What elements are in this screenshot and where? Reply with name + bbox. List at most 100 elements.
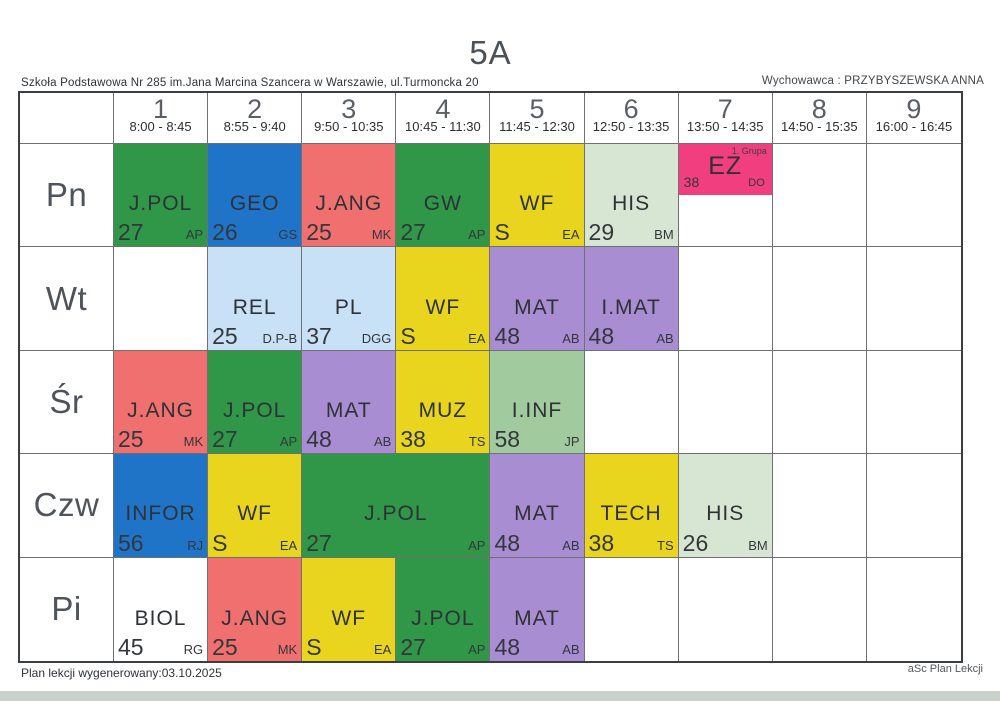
period-time: 14:50 - 15:35: [781, 119, 858, 135]
lesson-teacher: DO: [748, 177, 765, 189]
lesson-subject: HIS: [612, 192, 651, 216]
empty-cell: [678, 247, 773, 351]
lesson-meta: 27 AP: [208, 428, 301, 453]
lesson-cell-biol: BIOL 45 RG: [114, 557, 209, 661]
lesson-subject: J.POL: [222, 399, 287, 423]
period-time: 10:45 - 11:30: [405, 119, 481, 135]
lesson-meta: 37 DGG: [302, 322, 395, 350]
lesson-subject: HIS: [706, 502, 745, 526]
lesson-subject: MAT: [325, 399, 372, 423]
school-name: Szkoła Podstawowa Nr 285 im.Jana Marcina…: [21, 77, 479, 89]
lesson-cell-mat: MAT 48 AB: [302, 350, 397, 455]
period-header-5: 5 11:45 - 12:30: [490, 93, 585, 144]
lesson-subject: J.POL: [411, 606, 475, 630]
lesson-room: 38: [400, 426, 426, 453]
lesson-room: 48: [306, 426, 332, 453]
lesson-subject: J.ANG: [127, 399, 194, 423]
lesson-teacher: AP: [185, 227, 204, 243]
lesson-subject: MAT: [514, 606, 560, 630]
lesson-meta: 27 AP: [114, 221, 207, 246]
lesson-room: 38: [588, 529, 615, 556]
day-label: Pi: [51, 590, 82, 628]
asc-plan-lekcji-credit: aSc Plan Lekcji: [907, 663, 983, 675]
lesson-meta: S EA: [490, 221, 583, 246]
lesson-content: WF S EA: [396, 247, 489, 349]
period-number: 6: [623, 94, 639, 124]
lesson-cell-wf: WF S EA: [396, 247, 491, 351]
lesson-cell-wf: WF S EA: [490, 144, 585, 248]
empty-cell: [679, 557, 773, 661]
lesson-teacher: DGG: [361, 330, 392, 346]
empty-cell: [866, 247, 961, 351]
lesson-cell-mat: MAT 48 AB: [490, 454, 585, 558]
lesson-subject: WF: [425, 295, 461, 319]
lesson-room: 48: [494, 322, 521, 349]
period-time: 16:00 - 16:45: [875, 119, 953, 135]
lesson-content: BIOL 45 RG: [114, 558, 207, 661]
lesson-cell-mat: MAT 48 AB: [490, 247, 585, 351]
lesson-cell-i-inf: I.INF 58 JP: [490, 350, 585, 455]
lesson-teacher: BM: [748, 537, 768, 553]
lesson-teacher: AB: [562, 537, 580, 553]
lesson-cell-ez: 1. Grupa EZ 38 DO: [678, 144, 773, 248]
lesson-cell-pl: PL 37 DGG: [302, 247, 397, 351]
lesson-teacher: EA: [468, 330, 486, 346]
lesson-cell-infor: INFOR 56 RJ: [114, 454, 209, 558]
lesson-cell-mat: MAT 48 AB: [490, 557, 585, 661]
lesson-cell-j-pol: J.POL 27 AP: [208, 350, 303, 455]
lesson-content: MAT 48 AB: [490, 247, 583, 349]
day-label-cell-Pn: Pn: [20, 144, 114, 248]
lesson-content: J.POL 27 AP: [208, 351, 301, 453]
day-label-cell-Śr: Śr: [20, 350, 114, 455]
lesson-content: MAT 48 AB: [490, 454, 583, 556]
lesson-room: 37: [306, 322, 332, 349]
lesson-content: MAT 48 AB: [302, 351, 395, 453]
period-number: 2: [247, 94, 263, 124]
empty-cell: [866, 454, 961, 558]
lesson-teacher: TS: [657, 537, 674, 553]
timetable: 1 8:00 - 8:45 2 8:55 - 9:40 3 9:50 - 10:35 4 10…: [18, 91, 963, 663]
lesson-cell-j-ang: J.ANG 25 MK: [114, 350, 209, 455]
homeroom-teacher: Wychowawca : PRZYBYSZEWSKA ANNA: [761, 75, 984, 87]
lesson-meta: 48 AB: [490, 635, 583, 661]
empty-cell: [772, 144, 867, 248]
lesson-cell-j-ang: J.ANG 25 MK: [302, 144, 397, 248]
lesson-content: GW 27 AP: [396, 144, 489, 246]
lesson-subject: MAT: [514, 295, 560, 319]
lesson-meta: 48 AB: [490, 531, 583, 557]
lesson-subject: WF: [331, 606, 367, 630]
period-time: 11:45 - 12:30: [499, 119, 575, 135]
lesson-teacher: AP: [468, 537, 486, 553]
lesson-subject: TECH: [600, 502, 662, 526]
period-header-8: 8 14:50 - 15:35: [772, 93, 867, 144]
lesson-subject: MAT: [514, 502, 560, 526]
lesson-subject: GW: [423, 192, 462, 216]
scanner-edge-strip: [0, 691, 1000, 701]
empty-cell: [773, 557, 867, 661]
lesson-room: 48: [588, 322, 615, 349]
lesson-room: 26: [682, 529, 709, 556]
lesson-room: 27: [400, 633, 426, 660]
lesson-room: 25: [306, 219, 332, 246]
lesson-room: 27: [306, 529, 332, 556]
day-label: Śr: [49, 382, 84, 420]
lesson-cell-j-pol: J.POL 27 AP: [396, 557, 491, 661]
lesson-subject: MUZ: [418, 399, 468, 423]
lesson-room: S: [400, 322, 416, 349]
lesson-cell-geo: GEO 26 GS: [208, 144, 303, 248]
period-time: 12:50 - 13:35: [592, 119, 670, 135]
lesson-teacher: EA: [279, 537, 298, 553]
period-time: 13:50 - 14:35: [686, 119, 764, 135]
empty-cell: [772, 350, 867, 455]
lesson-teacher: EA: [562, 227, 580, 243]
lesson-room: 26: [212, 219, 238, 246]
period-number: 9: [906, 94, 922, 124]
lesson-content: J.POL 27 AP: [396, 558, 489, 661]
empty-cell: [866, 351, 961, 455]
lesson-cell-i-mat: I.MAT 48 AB: [584, 247, 679, 351]
lesson-meta: 27 AP: [302, 529, 489, 557]
lesson-subject: BIOL: [134, 606, 187, 630]
lesson-teacher: AB: [562, 641, 580, 657]
lesson-cell-gw: GW 27 AP: [396, 144, 491, 248]
lesson-subject: WF: [519, 192, 555, 216]
